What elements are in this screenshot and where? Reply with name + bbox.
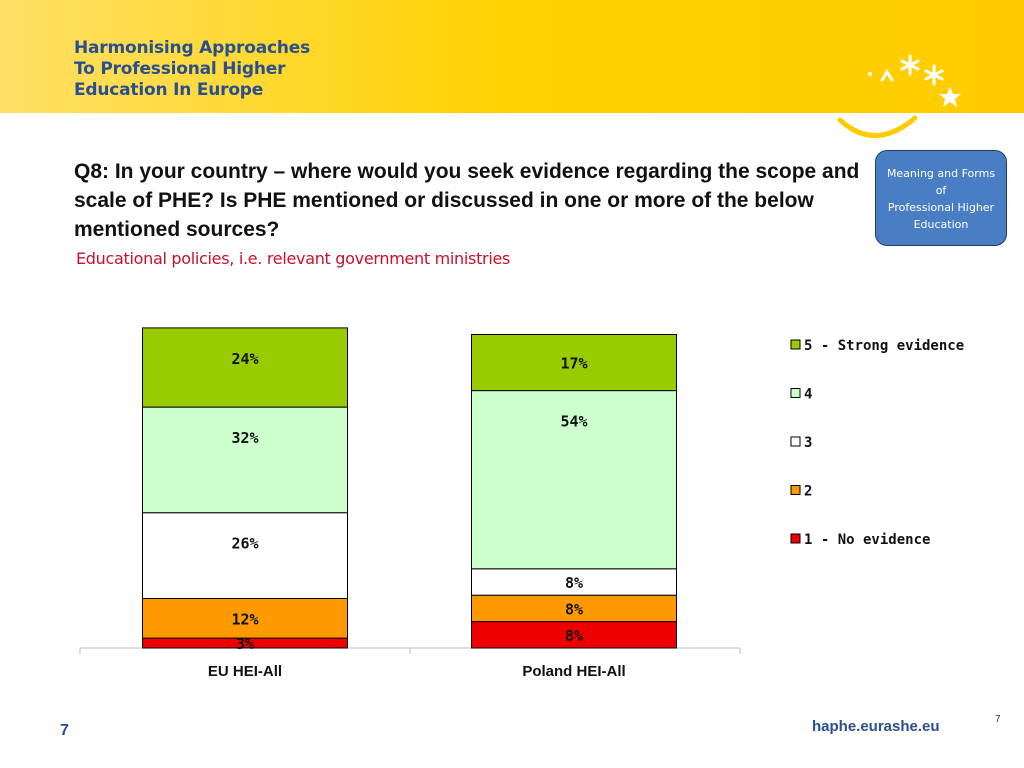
brand-line-2: To Professional Higher: [74, 59, 286, 79]
legend-label-0: 5 - Strong evidence: [804, 338, 964, 354]
data-label-1-2: 8%: [565, 574, 583, 592]
category-label-0: EU HEI-All: [208, 663, 282, 680]
data-label-0-4: 24%: [231, 350, 258, 368]
bar-segment-0-3: [142, 406, 348, 514]
legend-swatch-3: [790, 485, 801, 495]
meaning-line-1: Meaning and Forms: [886, 167, 996, 180]
data-label-1-4: 17%: [560, 355, 587, 373]
legend-label-2: 3: [804, 435, 812, 451]
data-label-1-0: 8%: [565, 627, 583, 645]
legend-label-1: 4: [804, 387, 812, 403]
bar-segment-1-3: [471, 390, 677, 570]
bar-segment-1-4: [471, 334, 677, 392]
question-title: Q8: In your country – where would you se…: [74, 160, 860, 241]
legend-swatch-4: [790, 533, 801, 544]
legend-label-4: 1 - No evidence: [804, 532, 930, 548]
data-label-0-1: 12%: [231, 610, 258, 628]
bar-segment-1-2: [471, 568, 677, 596]
bar-segment-0-2: [142, 512, 348, 600]
bar-segment-1-0: [471, 621, 677, 649]
meaning-line-4: Education: [913, 218, 969, 231]
data-label-0-3: 32%: [231, 429, 258, 447]
data-label-0-2: 26%: [231, 535, 258, 553]
data-label-1-1: 8%: [565, 600, 583, 618]
legend-swatch-0: [790, 339, 801, 350]
stars-and-smile-logo: [837, 54, 961, 138]
meaning-line-3: Professional Higher: [887, 201, 995, 214]
chart-subtitle: Educational policies, i.e. relevant gove…: [76, 249, 511, 268]
brand-line-1: Harmonising Approaches: [74, 38, 310, 58]
meaning-line-2: of: [935, 184, 947, 197]
data-label-0-0: 3%: [236, 635, 254, 653]
bar-segment-0-1: [142, 598, 348, 639]
footer-page-number: 7: [60, 722, 69, 739]
bar-segment-0-4: [142, 327, 348, 408]
legend-swatch-1: [790, 388, 801, 398]
legend-label-3: 2: [804, 484, 812, 500]
slide-number: 7: [995, 714, 1001, 725]
bar-segment-1-1: [471, 594, 677, 623]
brand-line-3: Education In Europe: [74, 80, 264, 100]
category-label-1: Poland HEI-All: [522, 663, 625, 680]
data-label-1-3: 54%: [560, 413, 587, 431]
brand-title: Harmonising Approaches To Professional H…: [74, 38, 310, 101]
meaning-and-forms-button[interactable]: Meaning and Forms of Professional Higher…: [875, 150, 1007, 246]
header-band: [0, 0, 1024, 113]
footer-website-link[interactable]: haphe.eurashe.eu: [812, 718, 940, 735]
legend-swatch-2: [790, 436, 801, 447]
